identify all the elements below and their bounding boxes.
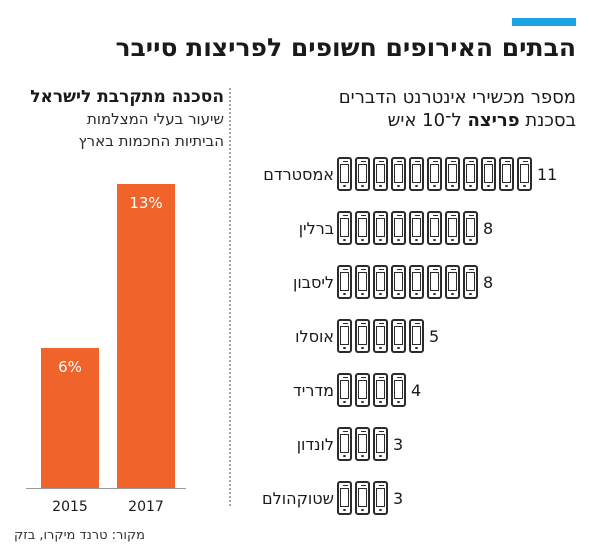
device-count-label: 8 [483, 219, 494, 238]
accent-bar [512, 18, 576, 26]
smartphone-icon [337, 211, 352, 245]
subtitle-prefix: בסכנת [525, 110, 576, 131]
right-panel-header: מספר מכשירי אינטרנט הדברים בסכנת פריצה ל… [246, 86, 576, 132]
smartphone-icon [355, 427, 370, 461]
device-count-label: 5 [429, 327, 440, 346]
smartphone-icon [427, 211, 442, 245]
subtitle-bold: פריצה [467, 110, 520, 131]
smartphone-icon [355, 319, 370, 353]
smartphone-icon [445, 265, 460, 299]
smartphone-icon [445, 211, 460, 245]
smartphone-icon [391, 265, 406, 299]
city-row: לונדון 3 [0, 427, 590, 463]
smartphone-icon [355, 265, 370, 299]
smartphone-icon [391, 157, 406, 191]
smartphone-icon [355, 211, 370, 245]
city-row: ברלין 8 [0, 211, 590, 247]
chart-title: הבתים האירופים חשופים לפריצות סייבר [115, 33, 576, 62]
smartphone-icon [337, 427, 352, 461]
city-row: שטוקהולם 3 [0, 481, 590, 517]
smartphone-icon [373, 481, 388, 515]
city-label: מדריד [293, 381, 334, 400]
smartphone-icon [373, 157, 388, 191]
smartphone-icon [517, 157, 532, 191]
left-panel-header: הסכנה מתקרבת לישראל שיעור בעלי המצלמות ה… [14, 86, 224, 152]
city-row: מדריד 4 [0, 373, 590, 409]
city-label: אמסטרדם [263, 165, 334, 184]
smartphone-icon [337, 265, 352, 299]
bar-chart-baseline [26, 488, 186, 489]
smartphone-icon [373, 427, 388, 461]
smartphone-icon [463, 265, 478, 299]
year-tick-label: 2015 [52, 499, 88, 515]
device-count-label: 3 [393, 489, 404, 508]
smartphone-icon [409, 211, 424, 245]
smartphone-icon [445, 157, 460, 191]
smartphone-icon [373, 319, 388, 353]
source-note: מקור: טרנד מיקרו, בזק [14, 528, 145, 543]
city-row: ליסבון 8 [0, 265, 590, 301]
smartphone-icon [337, 481, 352, 515]
device-count-label: 4 [411, 381, 422, 400]
smartphone-icon [373, 211, 388, 245]
city-row: אוסלו 5 [0, 319, 590, 355]
smartphone-icon [337, 373, 352, 407]
smartphone-icon [409, 157, 424, 191]
bar-2017 [117, 184, 175, 488]
smartphone-icon [391, 211, 406, 245]
right-panel-subtitle: בסכנת פריצה ל־10 איש [246, 109, 576, 132]
smartphone-icon [337, 157, 352, 191]
left-panel-subtitle-line2: הביתיות החכמות בארץ [78, 132, 224, 150]
smartphone-icon [355, 373, 370, 407]
city-label: ברלין [298, 219, 334, 238]
left-panel-subtitle-line1: שיעור בעלי המצלמות [87, 110, 224, 128]
bar-2015 [41, 347, 99, 488]
city-label: לונדון [296, 435, 334, 454]
bar-value-label: 6% [58, 357, 82, 376]
city-label: אוסלו [295, 327, 334, 346]
smartphone-icon [481, 157, 496, 191]
smartphone-icon [463, 211, 478, 245]
device-count-label: 8 [483, 273, 494, 292]
city-row: אמסטרדם 11 [0, 157, 590, 193]
device-count-label: 11 [537, 165, 558, 184]
smartphone-icon [409, 265, 424, 299]
smartphone-icon [373, 265, 388, 299]
smartphone-icon [337, 319, 352, 353]
smartphone-icon [427, 157, 442, 191]
right-panel-title: מספר מכשירי אינטרנט הדברים [338, 87, 576, 108]
device-count-label: 3 [393, 435, 404, 454]
smartphone-icon [427, 265, 442, 299]
smartphone-icon [391, 319, 406, 353]
smartphone-icon [373, 373, 388, 407]
panel-divider [229, 88, 231, 506]
smartphone-icon [463, 157, 478, 191]
smartphone-icon [409, 319, 424, 353]
left-panel-title: הסכנה מתקרבת לישראל [30, 87, 224, 107]
city-label: ליסבון [292, 273, 334, 292]
subtitle-per-people: ל־10 איש [387, 110, 462, 131]
city-label: שטוקהולם [262, 489, 334, 508]
smartphone-icon [391, 373, 406, 407]
smartphone-icon [355, 157, 370, 191]
smartphone-icon [499, 157, 514, 191]
year-tick-label: 2017 [128, 499, 164, 515]
bar-value-label: 13% [129, 194, 163, 212]
smartphone-icon [355, 481, 370, 515]
